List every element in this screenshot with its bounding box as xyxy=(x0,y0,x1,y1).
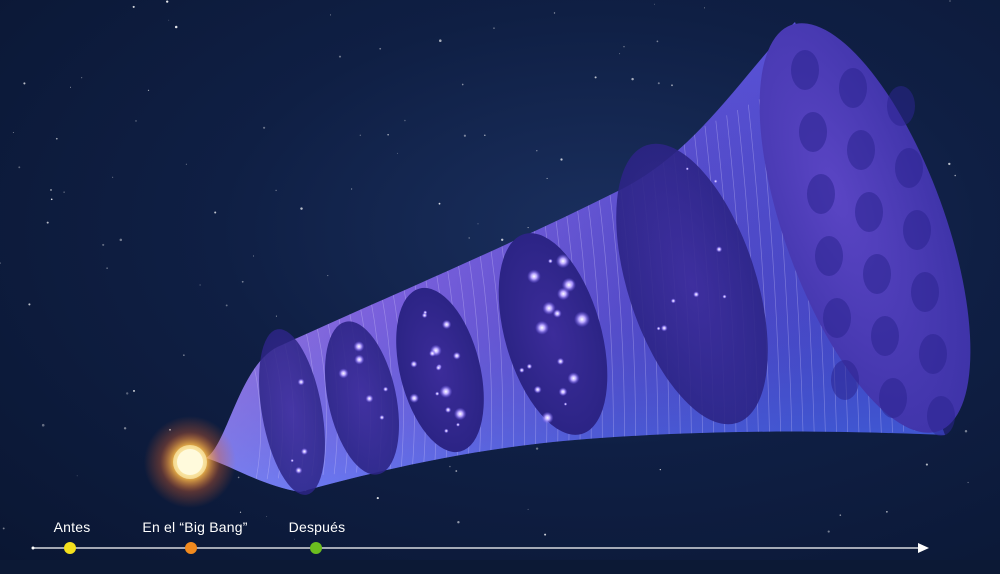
glowing-star-icon xyxy=(144,416,236,508)
cone-section-2 xyxy=(324,321,400,475)
timeline-dot-big-bang xyxy=(185,542,197,554)
expansion-cone xyxy=(206,22,971,495)
timeline-label-big-bang: En el “Big Bang” xyxy=(142,519,248,535)
cone-section-1 xyxy=(259,329,325,495)
cone-section-4 xyxy=(498,233,608,435)
timeline-label-despues: Después xyxy=(288,519,346,535)
cone-section-5 xyxy=(616,143,768,425)
timeline-dot-antes xyxy=(64,542,76,554)
timeline xyxy=(31,542,929,554)
galaxies xyxy=(290,167,727,474)
timeline-label-antes: Antes xyxy=(53,519,91,535)
cosmic-voids xyxy=(791,50,955,436)
arrow-right-icon xyxy=(918,543,929,553)
timeline-dot-despues xyxy=(310,542,322,554)
bottom-band xyxy=(0,560,1000,574)
